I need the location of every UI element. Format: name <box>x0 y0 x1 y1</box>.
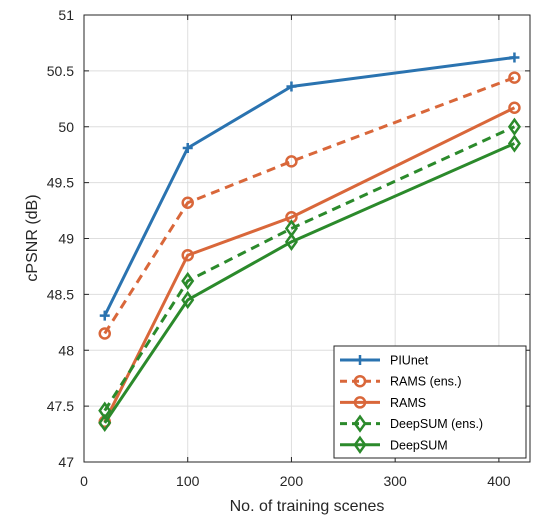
series-group <box>98 52 521 433</box>
legend-label: DeepSUM (ens.) <box>390 417 483 431</box>
data-point-marker <box>98 327 111 340</box>
legend-marker <box>353 414 367 433</box>
legend-marker <box>355 355 365 365</box>
y-tick-label: 49 <box>58 231 74 247</box>
x-tick-label: 200 <box>280 473 304 489</box>
data-point-marker <box>98 413 112 433</box>
y-tick-label: 47 <box>58 454 74 470</box>
data-point-marker <box>182 142 193 153</box>
legend-label: RAMS <box>390 396 426 410</box>
data-point-marker <box>99 310 110 321</box>
y-tick-label: 49.5 <box>47 175 74 191</box>
series-piunet <box>99 52 520 321</box>
data-point-marker <box>181 271 195 291</box>
legend: PIUnet RAMS (ens.) RAMS DeepSUM (ens.) DeepS… <box>333 345 527 459</box>
y-tick-label: 48.5 <box>47 286 74 302</box>
data-point-marker <box>507 134 521 153</box>
x-tick-label: 400 <box>487 473 511 489</box>
data-point-marker <box>181 249 194 262</box>
legend-label: RAMS (ens.) <box>390 375 462 389</box>
series-line <box>103 142 516 424</box>
y-tick-label: 50.5 <box>47 63 74 79</box>
data-point-marker <box>286 81 297 92</box>
series-line <box>103 106 516 423</box>
legend-label: DeepSUM <box>390 438 448 452</box>
series-rams-ens <box>98 71 521 340</box>
data-point-marker <box>507 117 521 136</box>
y-tick-label: 47.5 <box>47 398 74 414</box>
y-tick-label: 50 <box>58 119 74 135</box>
series-deepsum <box>98 134 521 433</box>
data-point-marker <box>508 101 521 115</box>
data-point-marker <box>509 52 520 63</box>
data-point-marker <box>181 196 194 209</box>
y-axis-title: cPSNR (dB) <box>24 194 41 281</box>
legend-marker <box>353 435 367 454</box>
x-axis-title: No. of training scenes <box>230 498 385 515</box>
y-tick-label: 51 <box>58 7 74 23</box>
legend-marker <box>353 396 367 409</box>
axis-ticks: 0 100 200 300 400 47 47.5 48 48.5 49 49.5 50 50.5 51 <box>47 7 530 489</box>
x-tick-label: 100 <box>176 473 200 489</box>
y-tick-label: 48 <box>58 342 74 358</box>
legend-marker <box>353 374 367 388</box>
x-tick-label: 0 <box>80 473 88 489</box>
data-point-marker <box>285 155 298 168</box>
series-line <box>103 125 516 412</box>
x-tick-label: 300 <box>383 473 407 489</box>
data-point-marker <box>284 232 298 252</box>
data-point-marker <box>181 290 195 310</box>
legend-label: PIUnet <box>390 354 429 368</box>
series-line <box>103 76 515 335</box>
series-line <box>103 55 515 317</box>
data-point-marker <box>508 71 521 84</box>
